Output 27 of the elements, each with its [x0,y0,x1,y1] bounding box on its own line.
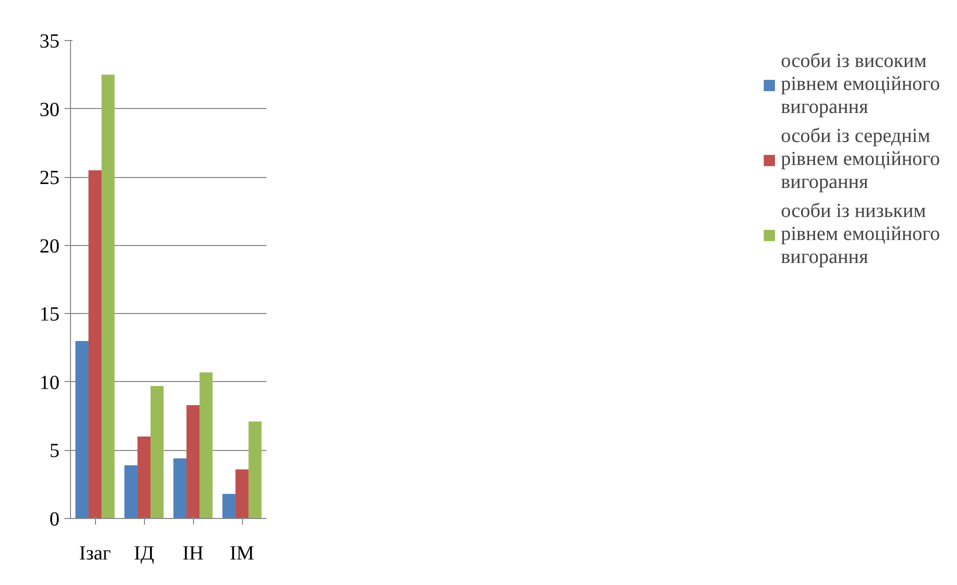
y-tick-label: 20 [40,235,60,258]
bar [222,494,236,518]
bar [200,372,213,518]
y-tick-label: 25 [40,167,60,190]
bar [235,469,249,518]
x-tick-label: Ізаг [79,542,111,564]
bar [88,170,102,518]
y-tick-label: 35 [40,30,60,52]
legend-label: особи із середнім рівнем емоційного вигорання [780,125,940,194]
y-tick-label: 30 [40,98,60,121]
bar [248,422,262,518]
legend-label: особи із низьким рівнем емоційного вигорання [780,200,940,269]
bar [150,386,164,518]
bar [137,436,151,518]
bar [102,74,115,518]
x-tick-label: ІМ [230,542,254,564]
y-tick-label: 0 [50,508,60,530]
legend-label: особи із високим рівнем емоційного вигорання [780,50,940,119]
bar [75,340,88,518]
y-tick-label: 15 [40,304,60,326]
y-tick-label: 10 [40,372,60,394]
bar [124,465,138,518]
bar [186,405,200,518]
bar [173,458,186,518]
y-tick-label: 5 [50,440,60,462]
x-tick-label: ІД [134,542,155,564]
x-tick-label: ІН [182,542,204,564]
